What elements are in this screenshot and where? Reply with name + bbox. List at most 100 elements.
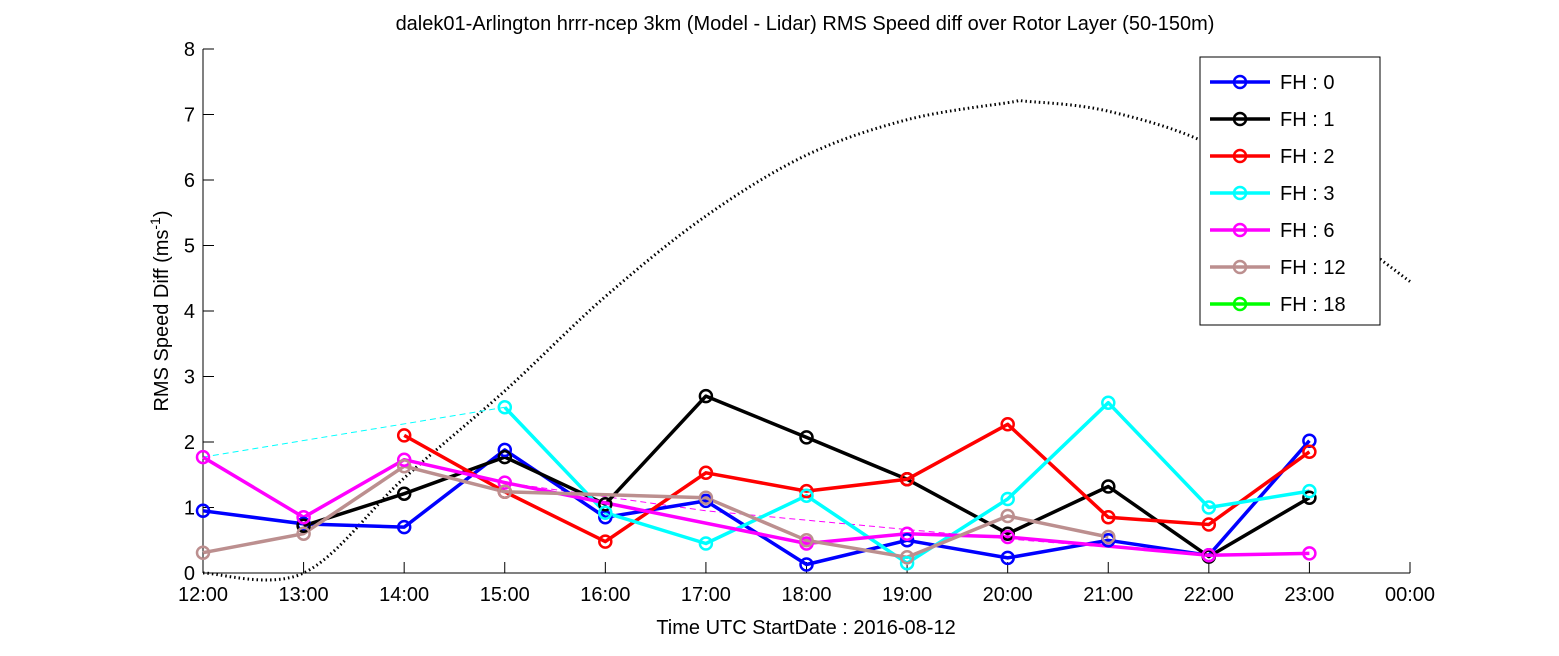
data-point bbox=[899, 550, 915, 565]
y-tick-label: 4 bbox=[184, 301, 195, 323]
legend-label: FH : 6 bbox=[1280, 220, 1334, 242]
data-point bbox=[195, 545, 211, 560]
data-point bbox=[899, 555, 915, 571]
data-point bbox=[396, 452, 412, 467]
legend-marker-swatch bbox=[1232, 74, 1248, 90]
data-point bbox=[598, 505, 613, 520]
x-tick-label: 16:00 bbox=[580, 584, 630, 606]
legend-label: FH : 2 bbox=[1280, 146, 1334, 168]
data-point bbox=[1302, 546, 1317, 561]
data-point bbox=[396, 486, 412, 501]
data-point bbox=[1000, 491, 1015, 507]
data-point bbox=[396, 428, 412, 443]
legend-label: FH : 18 bbox=[1280, 294, 1346, 316]
data-point bbox=[497, 449, 513, 465]
data-point bbox=[698, 536, 714, 551]
data-point bbox=[799, 483, 814, 499]
data-point bbox=[1201, 500, 1217, 515]
data-point bbox=[396, 519, 412, 535]
data-point bbox=[799, 557, 814, 572]
series-line bbox=[202, 455, 1310, 558]
x-tick-label: 17:00 bbox=[681, 584, 731, 606]
data-point bbox=[497, 475, 513, 490]
y-axis-title-superscript: -1 bbox=[147, 217, 163, 230]
data-point bbox=[698, 388, 714, 404]
legend-marker-swatch bbox=[1232, 148, 1248, 164]
y-tick-label: 7 bbox=[184, 105, 195, 127]
data-point bbox=[1000, 508, 1015, 524]
y-axis-title: RMS Speed Diff (ms-1) bbox=[147, 210, 173, 411]
legend-label: FH : 1 bbox=[1280, 109, 1334, 131]
data-point bbox=[899, 526, 915, 541]
data-point bbox=[1000, 529, 1015, 545]
data-point bbox=[799, 430, 814, 445]
y-tick-label: 0 bbox=[184, 563, 195, 585]
y-axis-title-main: RMS Speed Diff (ms bbox=[151, 230, 173, 412]
x-tick-label: 21:00 bbox=[1083, 584, 1133, 606]
data-point bbox=[1302, 444, 1317, 460]
x-tick-label: 00:00 bbox=[1385, 584, 1435, 606]
legend-marker-swatch bbox=[1232, 259, 1248, 275]
x-tick-label: 15:00 bbox=[480, 584, 530, 606]
data-point bbox=[296, 510, 311, 525]
data-point bbox=[598, 534, 613, 549]
series-line bbox=[303, 394, 1311, 559]
x-tick-label: 13:00 bbox=[279, 584, 329, 606]
legend-label: FH : 0 bbox=[1280, 72, 1334, 94]
legend: FH : 0 FH : 1 FH : 2 FH : 3 FH : 6 FH : 12 FH … bbox=[1199, 56, 1381, 326]
legend-marker-swatch bbox=[1232, 111, 1248, 127]
data-point bbox=[1101, 395, 1116, 410]
chart-title: dalek01-Arlington hrrr-ncep 3km (Model -… bbox=[396, 13, 1215, 35]
x-tick-label: 18:00 bbox=[781, 584, 831, 606]
data-point bbox=[899, 533, 915, 548]
data-point bbox=[698, 490, 714, 505]
data-point bbox=[497, 400, 513, 415]
legend-marker-swatch bbox=[1232, 222, 1248, 238]
y-tick-label: 1 bbox=[184, 498, 195, 520]
data-point bbox=[1302, 483, 1317, 499]
y-tick-label: 5 bbox=[184, 236, 195, 258]
x-tick-label: 20:00 bbox=[983, 584, 1033, 606]
data-point bbox=[195, 449, 211, 465]
data-point bbox=[1201, 548, 1217, 563]
data-point bbox=[396, 458, 412, 474]
data-point bbox=[1000, 550, 1015, 566]
data-point bbox=[497, 484, 513, 500]
data-point bbox=[698, 465, 714, 481]
dashed-trend-line bbox=[202, 406, 505, 458]
series-line bbox=[403, 422, 1311, 544]
data-point bbox=[1000, 417, 1015, 432]
series-line bbox=[202, 464, 1109, 560]
legend-marker-swatch bbox=[1232, 185, 1248, 201]
x-tick-label: 22:00 bbox=[1184, 584, 1234, 606]
x-tick-label: 19:00 bbox=[882, 584, 932, 606]
axes: 0 1 2 3 4 5 6 7 8 12:00 13:00 14:00 15:00 16:00 17:00 1… bbox=[178, 39, 1435, 606]
legend-label: FH : 3 bbox=[1280, 183, 1334, 205]
legend-box bbox=[1199, 56, 1381, 326]
data-point bbox=[799, 488, 814, 503]
data-point bbox=[296, 526, 311, 541]
data-point bbox=[1101, 479, 1116, 494]
y-tick-label: 2 bbox=[184, 432, 195, 454]
data-point bbox=[1201, 517, 1217, 532]
data-point bbox=[195, 503, 211, 519]
series-markers bbox=[195, 388, 1317, 572]
legend-marker-swatch bbox=[1232, 296, 1248, 312]
data-point bbox=[1101, 510, 1116, 525]
data-point bbox=[799, 533, 814, 548]
y-tick-label: 3 bbox=[184, 367, 195, 389]
legend-label: FH : 12 bbox=[1280, 257, 1346, 279]
data-point bbox=[598, 496, 613, 512]
data-point bbox=[296, 518, 311, 534]
data-point bbox=[899, 472, 915, 487]
x-axis-title: Time UTC StartDate : 2016-08-12 bbox=[656, 617, 955, 639]
y-axis-title-end: ) bbox=[151, 210, 173, 217]
y-tick-label: 8 bbox=[184, 39, 195, 61]
data-point bbox=[1302, 490, 1317, 505]
x-tick-label: 23:00 bbox=[1284, 584, 1334, 606]
data-point bbox=[1101, 529, 1116, 545]
data-point bbox=[497, 442, 513, 458]
x-tick-label: 14:00 bbox=[379, 584, 429, 606]
y-tick-label: 6 bbox=[184, 170, 195, 192]
